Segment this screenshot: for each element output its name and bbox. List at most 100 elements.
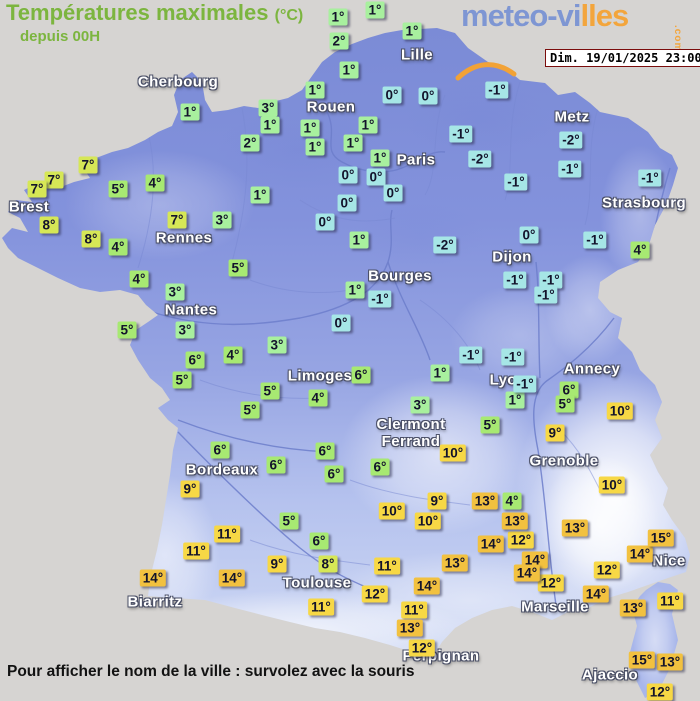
temp-label[interactable]: -1° xyxy=(459,346,483,364)
temp-label[interactable]: 6° xyxy=(351,366,371,384)
temp-label[interactable]: 6° xyxy=(370,458,390,476)
temp-label[interactable]: 1° xyxy=(300,119,320,137)
temp-label[interactable]: 0° xyxy=(338,166,358,184)
temp-label[interactable]: 14° xyxy=(626,545,654,563)
temp-label[interactable]: -1° xyxy=(513,375,537,393)
temp-label[interactable]: 14° xyxy=(513,564,541,582)
temp-label[interactable]: 9° xyxy=(180,480,200,498)
city-label[interactable]: Bourges xyxy=(368,267,432,285)
temp-label[interactable]: -1° xyxy=(485,81,509,99)
temp-label[interactable]: 4° xyxy=(145,174,165,192)
temp-label[interactable]: 6° xyxy=(210,441,230,459)
city-label[interactable]: Toulouse xyxy=(282,574,352,592)
temp-label[interactable]: 5° xyxy=(108,180,128,198)
temp-label[interactable]: 9° xyxy=(267,555,287,573)
temp-label[interactable]: 4° xyxy=(223,346,243,364)
city-label[interactable]: Strasbourg xyxy=(601,194,687,212)
temp-label[interactable]: 1° xyxy=(430,364,450,382)
temp-label[interactable]: 6° xyxy=(266,456,286,474)
city-label[interactable]: Dijon xyxy=(492,248,532,266)
temp-label[interactable]: 5° xyxy=(240,401,260,419)
temp-label[interactable]: -1° xyxy=(368,290,392,308)
temp-label[interactable]: 0° xyxy=(315,213,335,231)
temp-label[interactable]: 12° xyxy=(507,531,535,549)
temp-label[interactable]: 11° xyxy=(657,592,683,610)
temp-label[interactable]: 1° xyxy=(505,391,525,409)
city-label[interactable]: Ajaccio xyxy=(581,666,639,684)
temp-label[interactable]: 6° xyxy=(559,381,579,399)
temp-label[interactable]: 1° xyxy=(343,134,363,152)
temp-label[interactable]: 14° xyxy=(413,577,441,595)
temp-label[interactable]: -1° xyxy=(539,271,563,289)
temp-label[interactable]: 0° xyxy=(337,194,357,212)
temp-label[interactable]: -1° xyxy=(449,125,473,143)
temp-label[interactable]: 6° xyxy=(315,442,335,460)
city-label[interactable]: Biarritz xyxy=(127,593,183,611)
temp-label[interactable]: 1° xyxy=(250,186,270,204)
temp-label[interactable]: 1° xyxy=(305,81,325,99)
temp-label[interactable]: -1° xyxy=(501,348,525,366)
temp-label[interactable]: 8° xyxy=(39,216,59,234)
temp-label[interactable]: 4° xyxy=(129,270,149,288)
temp-label[interactable]: 1° xyxy=(345,281,365,299)
city-label[interactable]: Nantes xyxy=(164,301,218,319)
city-label[interactable]: Marseille xyxy=(521,598,589,616)
temp-label[interactable]: 13° xyxy=(396,619,424,637)
temp-label[interactable]: 0° xyxy=(519,226,539,244)
temp-label[interactable]: 14° xyxy=(218,569,246,587)
temp-label[interactable]: 2° xyxy=(329,32,349,50)
temp-label[interactable]: 3° xyxy=(267,336,287,354)
temp-label[interactable]: 9° xyxy=(545,424,565,442)
temp-label[interactable]: 13° xyxy=(619,599,647,617)
city-label[interactable]: Annecy xyxy=(563,360,621,378)
temp-label[interactable]: -1° xyxy=(503,271,527,289)
temp-label[interactable]: 14° xyxy=(139,569,167,587)
temp-label[interactable]: 1° xyxy=(370,149,390,167)
temp-label[interactable]: 14° xyxy=(582,585,610,603)
temp-label[interactable]: 2° xyxy=(240,134,260,152)
temp-label[interactable]: 3° xyxy=(258,99,278,117)
temp-label[interactable]: 12° xyxy=(408,639,436,657)
temp-label[interactable]: 6° xyxy=(309,532,329,550)
temp-label[interactable]: 10° xyxy=(606,402,634,420)
temp-label[interactable]: 1° xyxy=(365,1,385,19)
temp-label[interactable]: 1° xyxy=(305,138,325,156)
temp-label[interactable]: 15° xyxy=(628,651,656,669)
temp-label[interactable]: 8° xyxy=(318,555,338,573)
temp-label[interactable]: 1° xyxy=(260,116,280,134)
temp-label[interactable]: 10° xyxy=(378,502,406,520)
city-label[interactable]: Rouen xyxy=(306,98,356,116)
temp-label[interactable]: 4° xyxy=(108,238,128,256)
temp-label[interactable]: 13° xyxy=(501,512,529,530)
temp-label[interactable]: 10° xyxy=(598,476,626,494)
temp-label[interactable]: 11° xyxy=(374,557,400,575)
temp-label[interactable]: -1° xyxy=(534,286,558,304)
temp-label[interactable]: 7° xyxy=(27,180,47,198)
temp-label[interactable]: 5° xyxy=(480,416,500,434)
city-label[interactable]: Metz xyxy=(554,108,590,126)
temp-label[interactable]: 1° xyxy=(328,8,348,26)
temp-label[interactable]: 0° xyxy=(366,168,386,186)
temp-label[interactable]: -1° xyxy=(504,173,528,191)
temp-label[interactable]: 6° xyxy=(185,351,205,369)
city-label[interactable]: Clermont Ferrand xyxy=(376,416,446,450)
temp-label[interactable]: -1° xyxy=(583,231,607,249)
temp-label[interactable]: 5° xyxy=(555,395,575,413)
temp-label[interactable]: 1° xyxy=(358,116,378,134)
city-label[interactable]: Paris xyxy=(396,151,436,169)
temp-label[interactable]: 10° xyxy=(414,512,442,530)
temp-label[interactable]: 7° xyxy=(167,211,187,229)
temp-label[interactable]: 12° xyxy=(646,683,674,701)
temp-label[interactable]: 3° xyxy=(165,283,185,301)
temp-label[interactable]: -2° xyxy=(433,236,457,254)
temp-label[interactable]: 3° xyxy=(175,321,195,339)
temp-label[interactable]: 9° xyxy=(427,492,447,510)
temp-label[interactable]: 12° xyxy=(361,585,389,603)
temp-label[interactable]: 11° xyxy=(183,542,209,560)
city-label[interactable]: Limoges xyxy=(287,367,353,385)
temp-label[interactable]: 5° xyxy=(279,512,299,530)
temp-label[interactable]: 6° xyxy=(324,465,344,483)
temp-label[interactable]: 13° xyxy=(656,653,684,671)
meteo-villes-logo[interactable]: meteo-villes xyxy=(461,0,629,34)
temp-label[interactable]: 7° xyxy=(78,156,98,174)
